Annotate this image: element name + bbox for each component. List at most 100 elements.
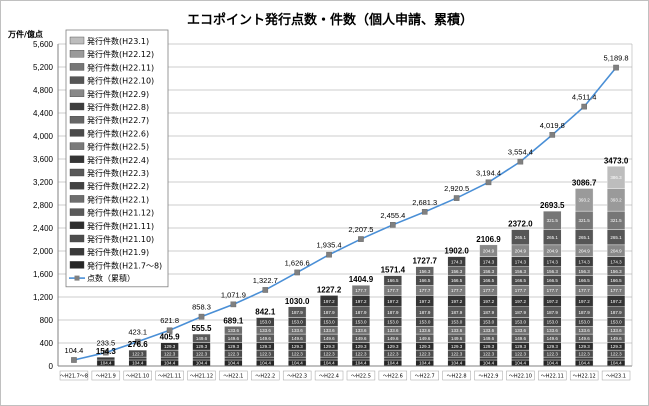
bar-segment-label: 129.3: [387, 344, 399, 349]
bar-segment-label: 149.6: [323, 336, 335, 341]
x-tick-box: [346, 370, 376, 381]
legend-swatch: [69, 129, 85, 137]
line-point-marker: [262, 287, 269, 293]
bar-segment-label: 129.3: [610, 344, 622, 349]
legend-swatch: [69, 36, 85, 45]
axis-layer: 0 400 800 1,200 1,600 2,000 2,400 2,800 3,200 3,6…: [33, 40, 633, 381]
bar-segment-label: 122.3: [610, 351, 622, 356]
legend-swatch: [69, 168, 85, 177]
bar-segment: [256, 317, 275, 327]
line-point-marker: [613, 64, 619, 71]
legend-entry-label: 発行件数(H22.9): [87, 89, 149, 99]
bar-segment-label: 149.6: [547, 336, 559, 341]
bar-segment-label: 174.3: [451, 259, 463, 264]
bar-segment-label: 104.4: [387, 361, 399, 366]
legend-swatch: [69, 50, 85, 58]
x-tick-box: [251, 370, 280, 381]
bar-segment-label: 156.3: [419, 269, 431, 274]
bar-segment: [192, 356, 211, 361]
bar-total-label: 1404.9: [349, 275, 374, 284]
bar-segment-label: 122.3: [579, 351, 591, 356]
legend-swatch: [69, 63, 85, 71]
line-point-marker: [198, 313, 205, 320]
bar-segment-label: 153.0: [515, 320, 527, 325]
bar-segment-label: 156.3: [515, 269, 527, 274]
bar-segment-label: 197.2: [515, 299, 527, 304]
bar-segment-label: 174.3: [515, 259, 527, 264]
line-point-marker: [134, 338, 141, 345]
y-tick-label: 0: [49, 362, 54, 371]
bar-segment-label: 129.3: [515, 344, 527, 349]
bar-segment-label: 187.9: [451, 310, 463, 315]
bar-segment-label: 177.7: [515, 288, 527, 293]
bar-segment-label: 133.6: [355, 328, 367, 333]
bar-segment-label: 153.0: [292, 320, 304, 325]
legend-entry-label: 発行件数(H21.11): [87, 221, 154, 231]
legend-entry-label: 発行件数(H22.7): [87, 115, 149, 125]
line-point-label: 1,935.4: [317, 241, 342, 250]
y-tick-label: 400: [40, 339, 54, 348]
x-tick-label: ～H22.1: [223, 374, 243, 380]
bar-segment-label: 187.9: [355, 310, 367, 315]
bar-total-label: 3086.7: [572, 179, 597, 188]
bar-segment: [606, 166, 626, 189]
bar-total-label: 555.5: [191, 324, 212, 333]
line-point-label: 3,554.4: [508, 148, 533, 157]
bar-segment-label: 187.9: [579, 310, 591, 315]
bar-segment-label: 149.6: [260, 336, 272, 341]
bar-segment-label: 166.5: [387, 278, 399, 283]
bar-segment: [511, 356, 530, 361]
bar-segment-label: 166.5: [419, 278, 431, 283]
bar-segment-label: 187.9: [547, 310, 559, 315]
x-tick-label: ～H22.5: [351, 374, 371, 380]
bar-segment: [575, 188, 594, 212]
line-point-marker: [294, 269, 300, 276]
bar-segment-label: 197.2: [547, 299, 559, 304]
bar-segment-label: 133.6: [515, 328, 527, 333]
legend-swatch: [69, 102, 85, 111]
line-point-label: 1,322.7: [253, 276, 278, 285]
bar-segment-label: 133.6: [228, 328, 240, 333]
bar-segment-label: 153.0: [355, 320, 367, 325]
x-tick-label: ～H21.12: [190, 374, 213, 380]
bar-segment-label: 177.7: [355, 288, 367, 293]
x-tick-box: [219, 370, 248, 381]
bar-segment-label: 104.4: [228, 361, 240, 366]
bar-segment: [192, 333, 211, 343]
bar-segment-label: 133.6: [323, 328, 335, 333]
bar-segment-label: 104.4: [164, 361, 176, 366]
legend-swatch: [69, 234, 85, 243]
legend-entry-label: 発行件数(H22.3): [87, 168, 149, 178]
bar-segment: [543, 356, 562, 361]
x-tick-label: ～H22.2: [255, 374, 275, 380]
bar-segment-label: 166.5: [483, 278, 495, 283]
bar-segment: [224, 356, 243, 361]
bar-segment-label: 197.2: [387, 299, 399, 304]
bar-segment-label: 204.9: [610, 248, 622, 253]
bar-segment-label: 177.7: [451, 288, 463, 293]
bar-segment-label: 187.9: [483, 310, 495, 315]
bar-total-label: 154.3: [96, 347, 117, 356]
x-tick-label: ～H22.10: [509, 374, 532, 380]
line-point-marker: [517, 158, 524, 165]
line-point-label: 2,455.4: [380, 211, 405, 220]
line-point-label: 2,920.5: [444, 184, 469, 193]
bar-segment-label: 129.3: [196, 344, 208, 349]
x-tick-label: ～H22.12: [573, 374, 596, 380]
line-point-label: 4,511.4: [572, 93, 596, 102]
x-tick-box: [59, 370, 89, 381]
legend-swatch: [69, 247, 85, 256]
legend-entry-label: 発行件数(H22.6): [87, 128, 149, 138]
legend-swatch: [69, 89, 85, 98]
line-point-marker: [581, 103, 587, 110]
bar-segment-label: 104.4: [483, 361, 495, 366]
bar-segment-label: 166.5: [610, 278, 622, 283]
legend-swatch: [69, 181, 85, 190]
x-tick-label: ～H22.11: [541, 374, 564, 380]
x-tick-box: [601, 370, 631, 381]
bar-segment: [447, 256, 466, 267]
bar-segment-label: 156.3: [483, 269, 495, 274]
chart-title: エコポイント発行点数・件数（個人申請、累積）: [187, 12, 473, 28]
bar-segment-label: 197.2: [355, 299, 367, 304]
